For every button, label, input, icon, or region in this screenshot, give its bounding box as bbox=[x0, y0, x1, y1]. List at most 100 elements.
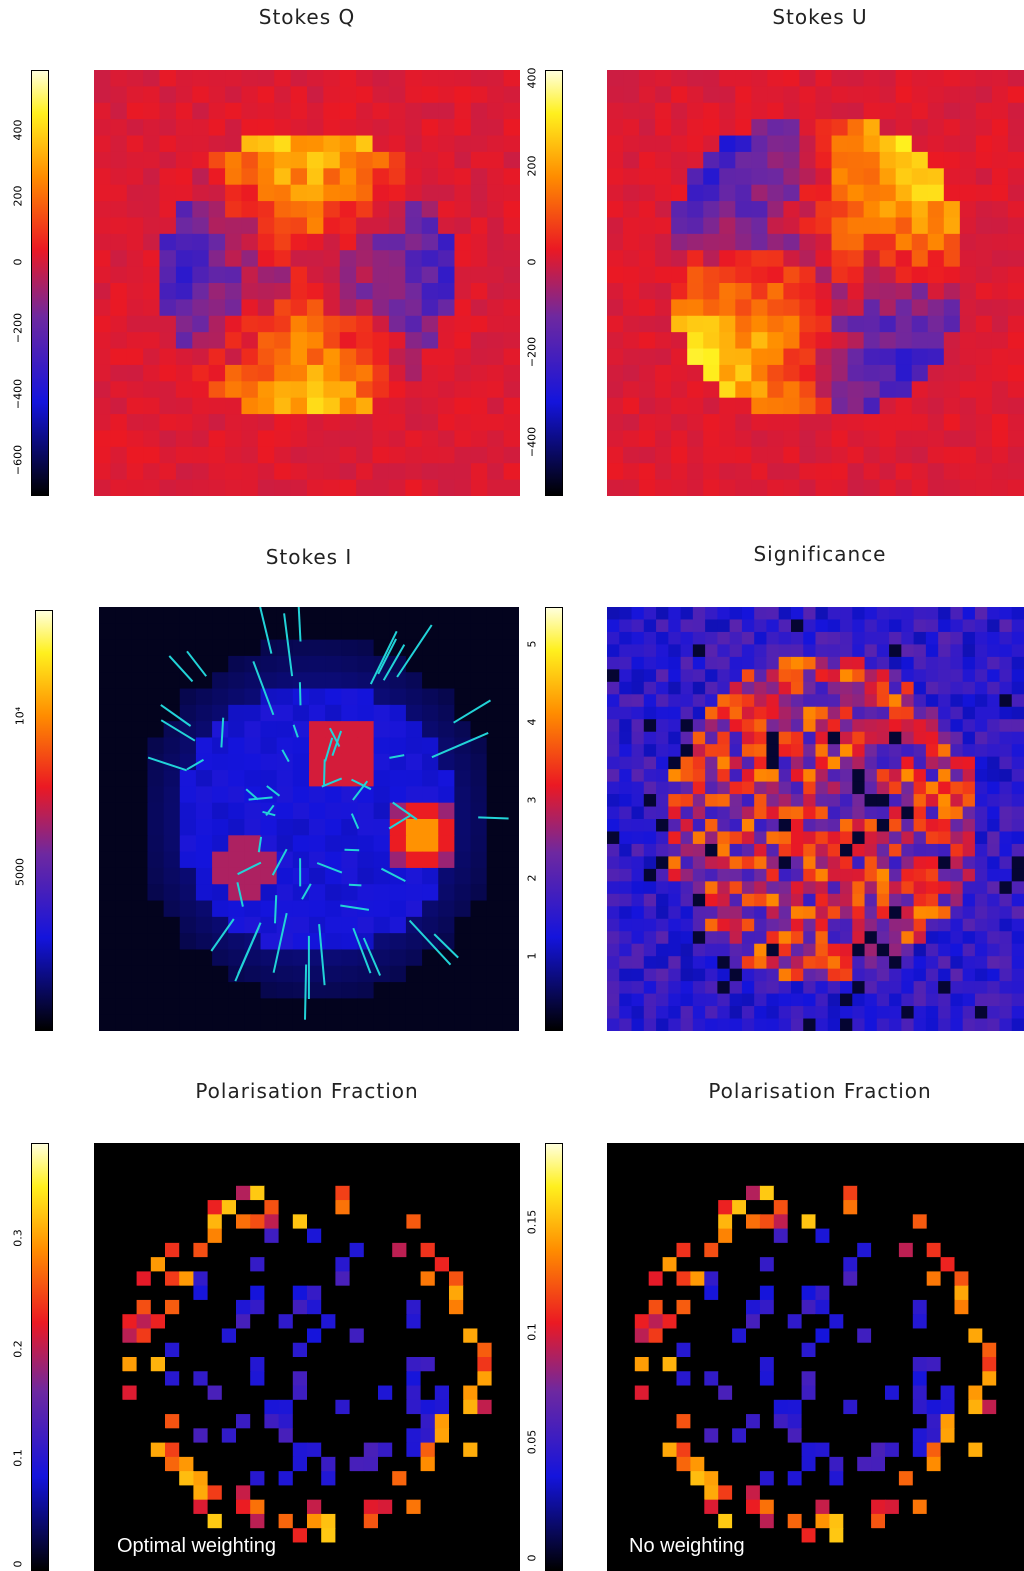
polarisation-vector bbox=[369, 630, 398, 685]
polarisation-vector bbox=[396, 624, 433, 678]
colorbar-tick-label: 3 bbox=[525, 796, 539, 804]
polarisation-vector bbox=[297, 607, 302, 642]
polarisation-vector bbox=[388, 814, 412, 830]
polarisation-vector bbox=[408, 919, 452, 966]
polarisation-vector bbox=[237, 861, 262, 876]
polarisation-vector bbox=[304, 964, 308, 1020]
panel-title-polfrac-left: Polarisation Fraction bbox=[195, 1079, 419, 1103]
polarisation-vector bbox=[274, 895, 278, 924]
polarisation-vector bbox=[160, 704, 192, 727]
panel-title-significance: Significance bbox=[753, 542, 887, 566]
polarisation-vector bbox=[362, 937, 382, 976]
polarisation-vector bbox=[292, 724, 299, 738]
colorbar-tick-label: 0.1 bbox=[525, 1323, 539, 1341]
polarisation-vector bbox=[351, 778, 372, 791]
colorbar-polfrac-left bbox=[31, 1143, 49, 1571]
polarisation-vector bbox=[352, 927, 372, 974]
polarisation-vector bbox=[210, 918, 235, 952]
polarisation-vector bbox=[478, 816, 509, 820]
colorbar-tick-label: 400 bbox=[525, 67, 539, 89]
colorbar-tick-label: −400 bbox=[525, 426, 539, 458]
colorbar-tick-label: 0.3 bbox=[11, 1229, 25, 1247]
colorbar-tick-label: 0.2 bbox=[11, 1340, 25, 1358]
polarisation-vector bbox=[344, 848, 360, 852]
polarisation-vector bbox=[298, 682, 302, 706]
polarisation-vector bbox=[220, 717, 225, 748]
heatmap-stokes-u bbox=[607, 70, 1024, 496]
polarisation-vector bbox=[323, 759, 326, 785]
polarisation-vector bbox=[248, 796, 273, 801]
colorbar-tick-label: 0 bbox=[525, 1554, 539, 1562]
heatmap-polfrac-none bbox=[607, 1143, 1024, 1571]
polarisation-vector bbox=[281, 749, 290, 763]
polarisation-vector bbox=[318, 924, 326, 986]
colorbar-tick-label: 5000 bbox=[13, 858, 27, 886]
caption-no-weighting: No weighting bbox=[629, 1535, 745, 1557]
panel-title-q: Stokes Q bbox=[258, 5, 356, 29]
colorbar-tick-label: 1 bbox=[525, 952, 539, 960]
polarisation-vector bbox=[350, 813, 360, 829]
colorbar-tick-label: 0.05 bbox=[525, 1429, 539, 1455]
colorbar-tick-label: 0.1 bbox=[11, 1449, 25, 1467]
colorbar-tick-label: 5 bbox=[525, 640, 539, 648]
polarisation-vector bbox=[321, 777, 343, 788]
colorbar-tick-label: 400 bbox=[11, 119, 25, 141]
polarisation-vector bbox=[168, 655, 194, 683]
colorbar-tick-label: −200 bbox=[525, 336, 539, 368]
colorbar-tick-label: 0 bbox=[11, 258, 25, 266]
polarisation-vector bbox=[348, 883, 362, 887]
polarisation-vector bbox=[352, 780, 369, 801]
polarisation-vector bbox=[186, 650, 207, 677]
colorbar-tick-label: −200 bbox=[11, 312, 25, 344]
heatmap-polfrac-optimal bbox=[94, 1143, 520, 1571]
polarisation-vector bbox=[262, 810, 276, 817]
colorbar-q bbox=[31, 70, 49, 496]
polarisation-vector bbox=[382, 644, 406, 681]
colorbar-u bbox=[545, 70, 563, 496]
heatmap-stokes-i bbox=[99, 607, 519, 1031]
polarisation-vector bbox=[329, 727, 341, 748]
polarisation-vector bbox=[331, 730, 343, 757]
colorbar-tick-label: 2 bbox=[525, 874, 539, 882]
polarisation-vector bbox=[389, 754, 405, 759]
panel-title-polfrac-right: Polarisation Fraction bbox=[708, 1079, 932, 1103]
colorbar-tick-label: −600 bbox=[11, 444, 25, 476]
panel-title-u: Stokes U bbox=[772, 5, 868, 29]
caption-optimal-weighting: Optimal weighting bbox=[117, 1535, 276, 1557]
polarisation-vector bbox=[431, 731, 489, 759]
colorbar-tick-label: 0.15 bbox=[525, 1209, 539, 1235]
colorbar-tick-label: 0 bbox=[11, 1560, 25, 1568]
polarisation-vector bbox=[340, 904, 370, 911]
heatmap-stokes-q bbox=[94, 70, 520, 496]
polarisation-vector bbox=[453, 699, 492, 724]
heatmap-significance bbox=[607, 607, 1024, 1031]
polarisation-vector bbox=[301, 883, 312, 900]
polarisation-vector bbox=[271, 848, 288, 876]
polarisation-vector bbox=[377, 638, 397, 675]
colorbar-tick-label: −400 bbox=[11, 378, 25, 410]
polarisation-vector bbox=[316, 862, 343, 874]
polarisation-vector bbox=[433, 933, 459, 959]
colorbar-tick-label: 4 bbox=[525, 718, 539, 726]
polarisation-vector bbox=[236, 882, 244, 907]
colorbar-tick-label: 200 bbox=[11, 185, 25, 207]
polarisation-vector bbox=[186, 758, 205, 771]
polarisation-vector bbox=[272, 912, 288, 973]
polarisation-vector bbox=[324, 737, 334, 762]
polarisation-vector bbox=[259, 607, 273, 654]
colorbar-tick-label: 0 bbox=[525, 258, 539, 266]
polarisation-vector bbox=[147, 756, 188, 772]
polarisation-vector bbox=[160, 719, 196, 742]
colorbar-significance bbox=[545, 607, 563, 1031]
polarisation-vector bbox=[266, 785, 281, 797]
colorbar-polfrac-right bbox=[545, 1143, 563, 1571]
colorbar-tick-label: 200 bbox=[525, 155, 539, 177]
colorbar-i bbox=[35, 610, 53, 1031]
polarisation-vector bbox=[234, 927, 260, 982]
colorbar-tick-label: 10⁴ bbox=[13, 706, 27, 726]
polarisation-vector bbox=[257, 836, 263, 853]
polarisation-vector bbox=[392, 801, 418, 821]
polarisation-vector bbox=[245, 788, 259, 801]
polarisation-vector bbox=[252, 661, 275, 716]
panel-title-i: Stokes I bbox=[265, 545, 353, 569]
